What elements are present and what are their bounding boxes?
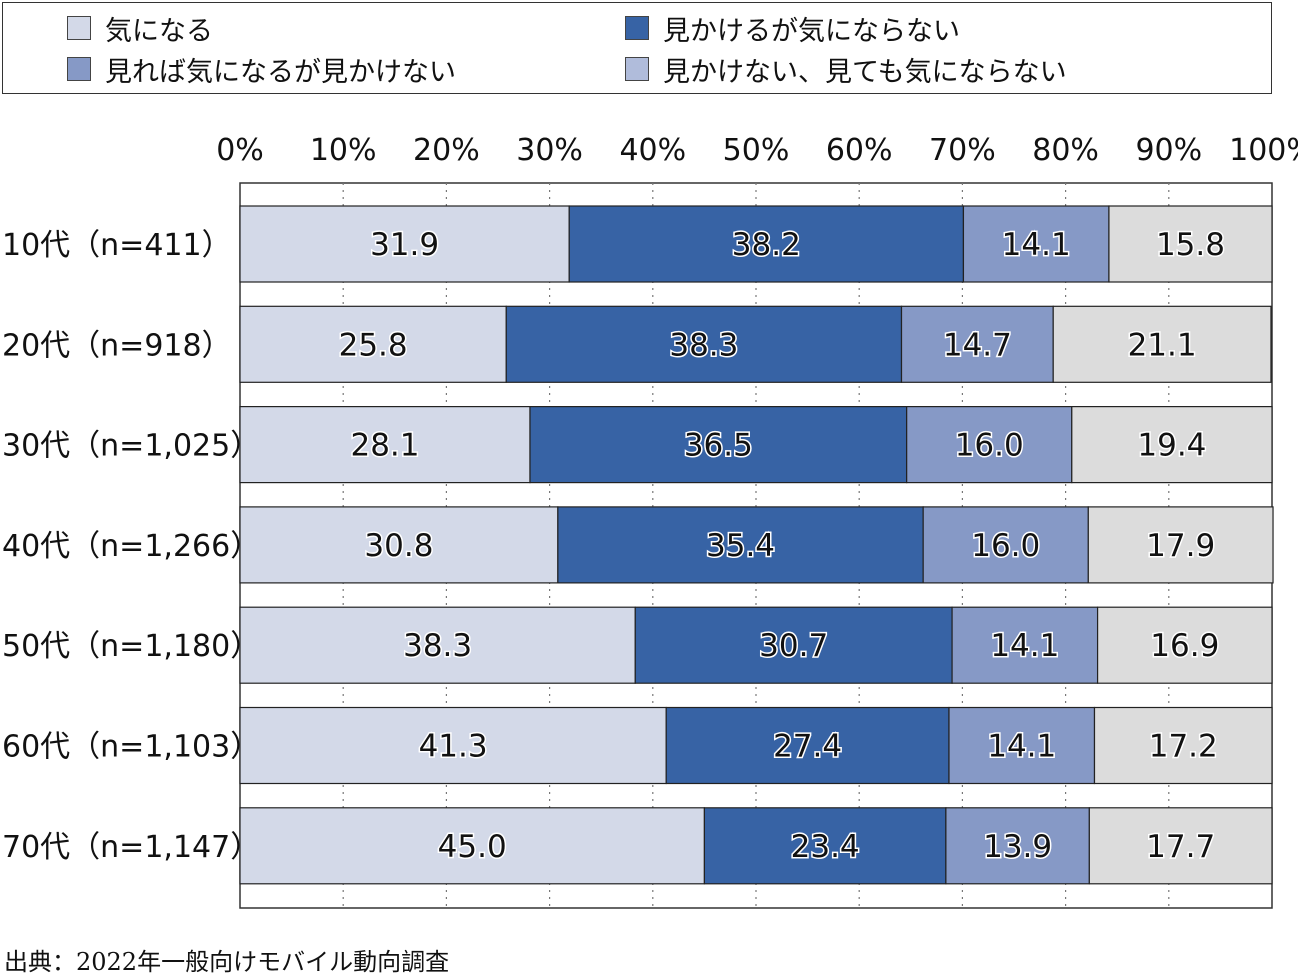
x-tick-label: 20% bbox=[413, 133, 480, 168]
x-tick-label: 80% bbox=[1032, 133, 1099, 168]
x-tick-label: 100% bbox=[1229, 133, 1298, 168]
x-tick-label: 90% bbox=[1135, 133, 1202, 168]
x-tick-label: 0% bbox=[216, 133, 264, 168]
bar-segment bbox=[703, 807, 947, 885]
bar-segment bbox=[948, 706, 1096, 785]
bar-segment bbox=[1096, 606, 1273, 684]
data-label: 28.1 bbox=[350, 428, 419, 464]
data-label: 13.9 bbox=[983, 829, 1052, 865]
data-label: 17.9 bbox=[1146, 528, 1215, 564]
data-label: 38.2 bbox=[732, 227, 801, 263]
bar-segment bbox=[1093, 706, 1273, 785]
x-tick-label: 10% bbox=[310, 133, 377, 168]
bar-segment bbox=[239, 406, 531, 484]
legend-item-ki-ni-naru: 気になる bbox=[67, 11, 213, 47]
x-tick-label: 70% bbox=[929, 133, 996, 168]
bar-segment bbox=[906, 406, 1073, 484]
legend-swatch bbox=[67, 57, 91, 81]
data-label: 38.3 bbox=[669, 327, 738, 363]
x-tick-label: 50% bbox=[723, 133, 790, 168]
bar-segment bbox=[239, 205, 570, 283]
bar-segment bbox=[557, 506, 924, 584]
stacked-bar-chart: 0% 10% 20% 30% 40% 50% 60% 70% 80% 90% 100% 10代（n=4… bbox=[2, 133, 1298, 909]
bar-segment bbox=[1088, 807, 1273, 885]
data-label: 41.3 bbox=[419, 729, 488, 765]
bar-segment bbox=[505, 305, 903, 383]
legend-label: 見かけない、見ても気にならない bbox=[663, 56, 1067, 88]
bar-segment bbox=[239, 506, 559, 584]
data-label: 35.4 bbox=[706, 528, 775, 564]
data-label: 14.7 bbox=[943, 327, 1012, 363]
category-label: 70代（n=1,147） bbox=[2, 830, 260, 865]
legend-label: 見かけるが気にならない bbox=[663, 15, 960, 47]
legend-item-mikakeru: 見かけるが気にならない bbox=[625, 11, 960, 47]
legend-item-mikakenai: 見かけない、見ても気にならない bbox=[625, 52, 1067, 88]
bar-segment bbox=[239, 606, 636, 684]
data-label: 17.2 bbox=[1149, 729, 1218, 765]
category-label: 10代（n=411） bbox=[2, 228, 232, 263]
bar-segment bbox=[1108, 205, 1273, 283]
category-label: 30代（n=1,025） bbox=[2, 429, 260, 464]
bar-segment bbox=[568, 205, 965, 283]
category-label: 40代（n=1,266） bbox=[2, 529, 260, 564]
data-label: 16.0 bbox=[955, 428, 1024, 464]
legend: 気になる 見かけるが気にならない 見れば気になるが見かけない 見かけない、見ても… bbox=[2, 2, 1272, 94]
data-label: 16.0 bbox=[971, 528, 1040, 564]
data-label: 21.1 bbox=[1128, 327, 1197, 363]
data-label: 30.7 bbox=[759, 628, 828, 664]
data-label: 23.4 bbox=[791, 829, 860, 865]
bar-segment bbox=[239, 305, 507, 383]
x-tick-label: 60% bbox=[826, 133, 893, 168]
category-label: 20代（n=918） bbox=[2, 328, 232, 363]
bar-segment bbox=[962, 205, 1110, 283]
data-label: 38.3 bbox=[403, 628, 472, 664]
data-label: 15.8 bbox=[1156, 227, 1225, 263]
bar-segment bbox=[1087, 506, 1274, 584]
x-tick-label: 40% bbox=[619, 133, 686, 168]
data-label: 31.9 bbox=[370, 227, 439, 263]
data-label: 27.4 bbox=[773, 729, 842, 765]
data-label: 14.1 bbox=[990, 628, 1059, 664]
bar-segment bbox=[945, 807, 1090, 885]
data-label: 16.9 bbox=[1150, 628, 1219, 664]
legend-swatch bbox=[625, 16, 649, 40]
data-label: 25.8 bbox=[339, 327, 408, 363]
category-label: 50代（n=1,180） bbox=[2, 629, 260, 664]
legend-swatch bbox=[625, 57, 649, 81]
legend-label: 見れば気になるが見かけない bbox=[105, 56, 456, 88]
bar-segment bbox=[900, 305, 1054, 383]
legend-item-mireba: 見れば気になるが見かけない bbox=[67, 52, 456, 88]
bar-segment bbox=[1071, 406, 1273, 484]
category-label: 60代（n=1,103） bbox=[2, 730, 260, 765]
bar-segment bbox=[922, 506, 1089, 584]
data-label: 17.7 bbox=[1146, 829, 1215, 865]
legend-label: 気になる bbox=[105, 15, 213, 47]
bar-segment bbox=[634, 606, 953, 684]
source-note: 出典：2022年一般向けモバイル動向調査 bbox=[4, 948, 450, 976]
bar-segment bbox=[665, 706, 950, 785]
bar-segment bbox=[239, 706, 667, 785]
x-tick-label: 30% bbox=[516, 133, 583, 168]
data-label: 14.1 bbox=[1002, 227, 1071, 263]
data-label: 14.1 bbox=[987, 729, 1056, 765]
data-label: 45.0 bbox=[438, 829, 507, 865]
bar-segment bbox=[1052, 305, 1272, 383]
data-label: 19.4 bbox=[1137, 428, 1206, 464]
legend-swatch bbox=[67, 16, 91, 40]
data-label: 30.8 bbox=[364, 528, 433, 564]
data-label: 36.5 bbox=[684, 428, 753, 464]
